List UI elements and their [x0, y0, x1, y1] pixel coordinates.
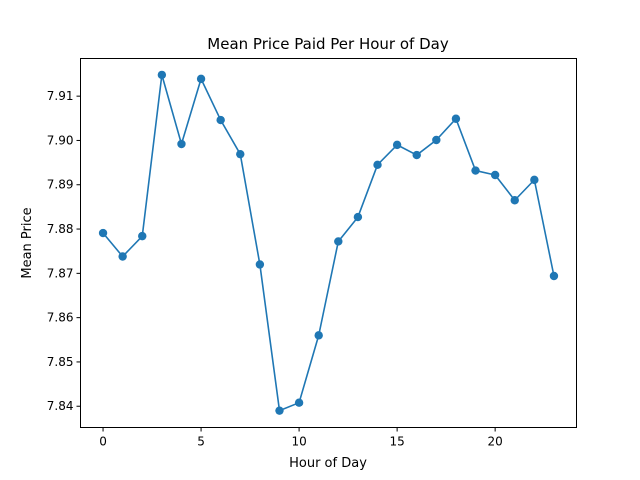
data-point	[392, 140, 402, 150]
x-tick-label: 0	[99, 435, 107, 449]
series-mean-price	[98, 70, 559, 415]
data-point	[373, 160, 382, 170]
data-point	[236, 149, 245, 159]
data-point	[177, 139, 186, 149]
data-point	[157, 70, 167, 80]
y-tick-label: 7.87	[47, 266, 74, 280]
data-point	[471, 166, 480, 175]
axes-frame	[80, 58, 577, 428]
y-tick-label: 7.84	[47, 399, 74, 413]
data-point	[314, 331, 323, 340]
data-point	[451, 114, 461, 123]
data-point	[216, 115, 225, 125]
y-tick-label: 7.85	[47, 355, 74, 369]
data-point	[118, 252, 127, 261]
y-tick-label: 7.88	[47, 222, 74, 236]
y-tick-label: 7.91	[47, 89, 74, 103]
y-tick-label: 7.89	[47, 178, 74, 192]
data-point	[275, 406, 284, 415]
plot-area: 0 5 10 15 20 7.84 7.85 7.86 7.87 7.88 7.89 7.90 7.9…	[47, 58, 577, 449]
data-point	[98, 228, 108, 238]
y-axis: 7.84 7.85 7.86 7.87 7.88 7.89 7.90 7.91	[47, 89, 81, 413]
data-point	[353, 212, 363, 222]
data-point	[432, 135, 441, 145]
x-tick-label: 15	[389, 435, 404, 449]
data-point	[549, 271, 559, 281]
data-point	[530, 175, 539, 185]
chart-title: Mean Price Paid Per Hour of Day	[207, 35, 449, 53]
data-point	[490, 170, 500, 180]
data-point	[138, 231, 147, 241]
data-point	[255, 260, 265, 269]
y-tick-label: 7.86	[47, 311, 74, 325]
data-point	[196, 74, 206, 84]
data-point	[294, 398, 304, 407]
x-axis-label: Hour of Day	[289, 456, 367, 471]
x-tick-label: 10	[291, 435, 306, 449]
data-point	[510, 196, 519, 205]
y-axis-label: Mean Price	[20, 207, 35, 278]
x-axis: 0 5 10 15 20	[99, 427, 503, 449]
data-point	[334, 237, 343, 246]
x-tick-label: 5	[197, 435, 205, 449]
data-point	[412, 150, 421, 160]
series-line	[102, 74, 555, 412]
y-tick-label: 7.90	[47, 133, 74, 147]
x-tick-label: 20	[487, 435, 502, 449]
